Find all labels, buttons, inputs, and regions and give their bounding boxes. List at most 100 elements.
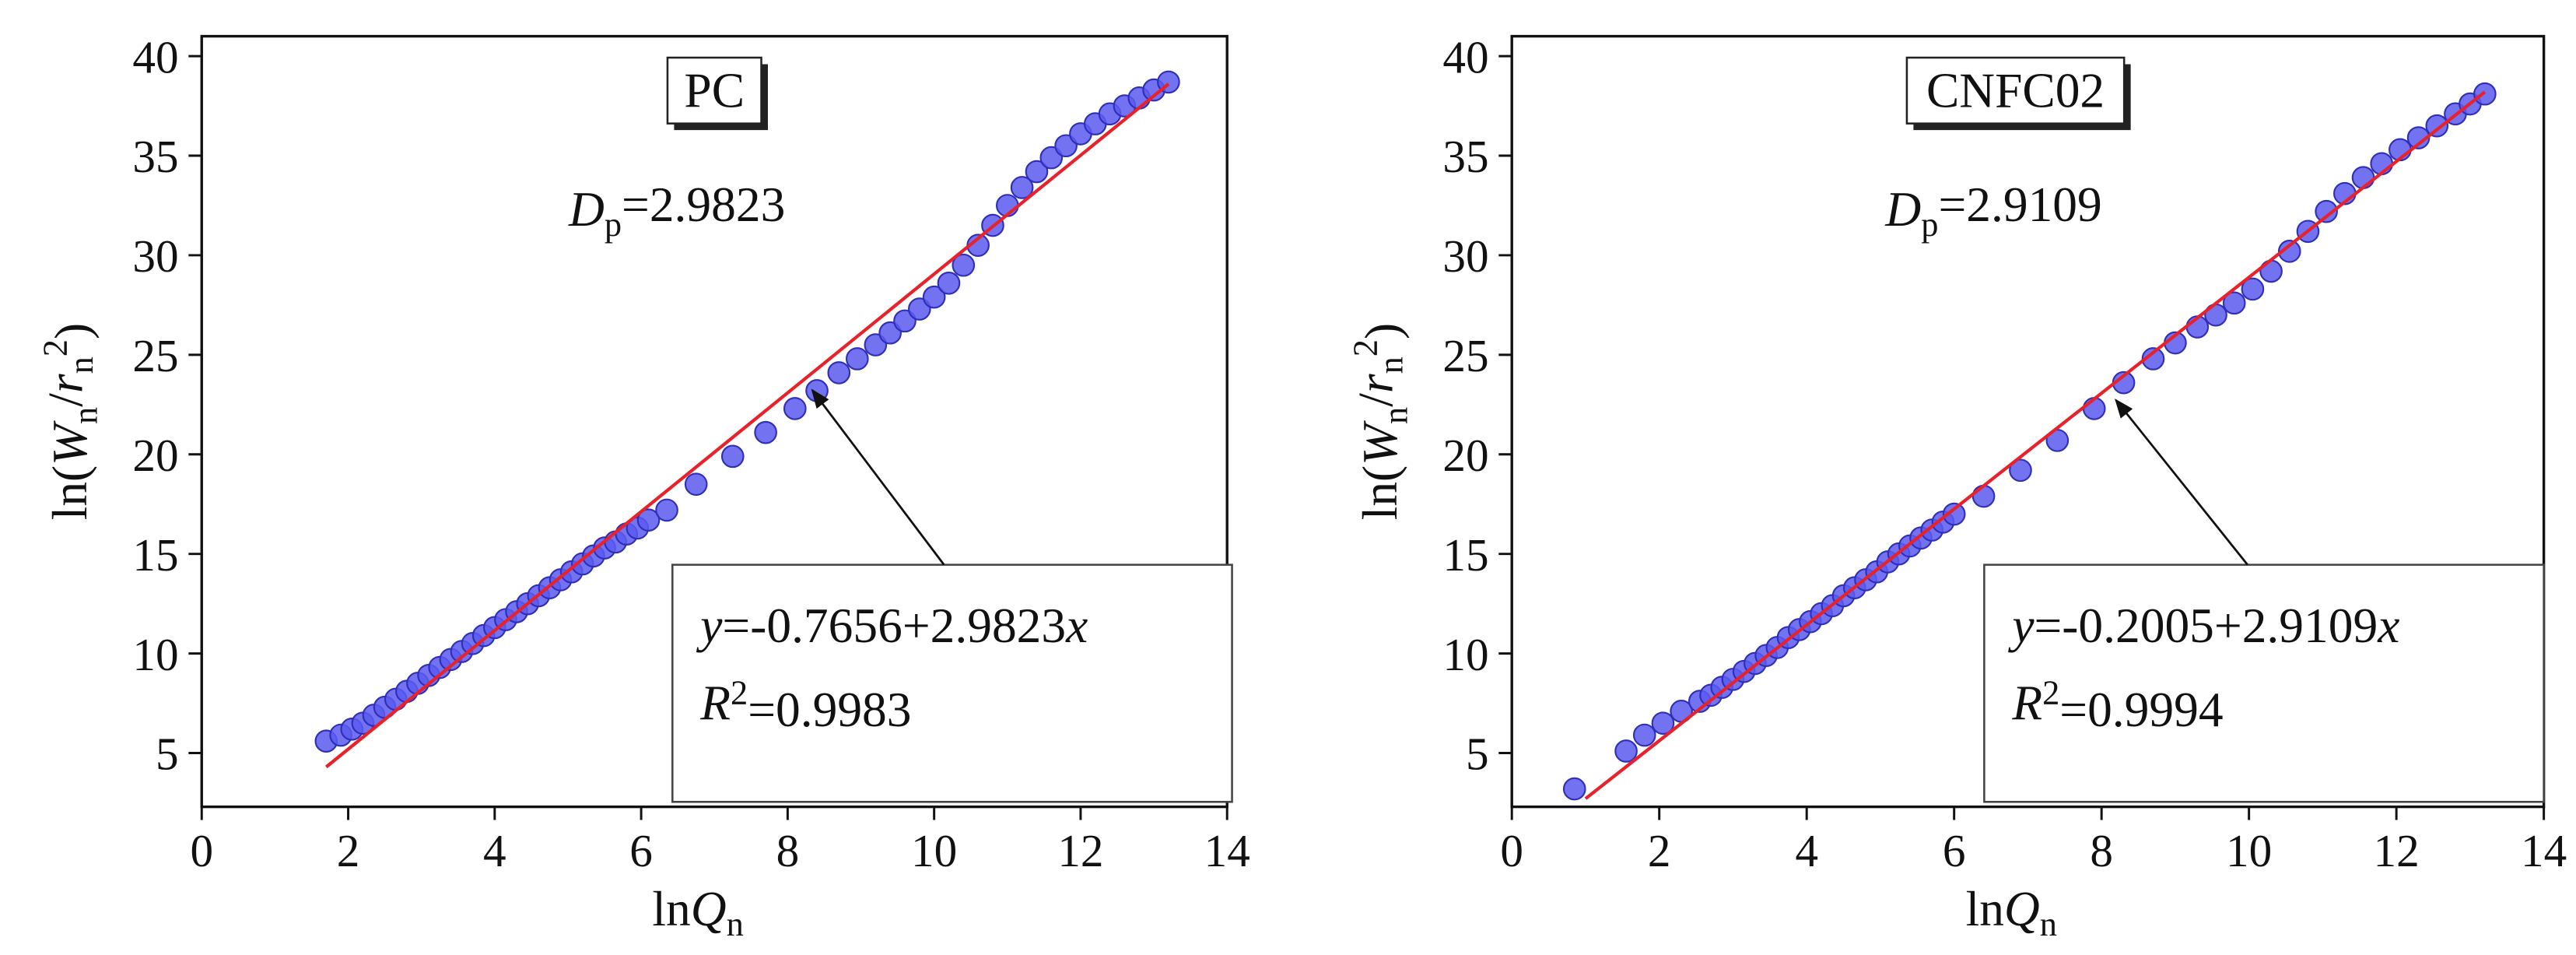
y-axis-label: ln(Wn/rn2) <box>1345 323 1414 520</box>
y-tick-label: 30 <box>1442 230 1488 282</box>
x-axis-label-part: Q <box>2004 881 2040 936</box>
y-axis-label-part: r <box>37 374 93 393</box>
fit-equation-part: =-0.7656+2.9823 <box>722 598 1066 653</box>
data-point <box>2241 277 2265 301</box>
data-point <box>1010 176 1034 199</box>
x-axis-label-part: ln <box>1966 881 2004 936</box>
y-axis-label-part: ) <box>1355 323 1410 339</box>
fit-line <box>1584 90 2487 800</box>
data-point <box>720 444 745 469</box>
fit-equation-part: =-0.2005+2.9109 <box>2034 598 2378 653</box>
r-squared-part: 2 <box>2042 672 2059 711</box>
panel: 0 2 4 6 8 10 12 14510152025303540lnQnln(Wn/rn2)… <box>35 31 1249 943</box>
data-point <box>2082 397 2106 420</box>
x-axis-label-part: n <box>727 904 744 943</box>
x-tick-label: 4 <box>1795 825 1818 876</box>
fit-equation-part: y <box>2007 598 2035 653</box>
data-point <box>1614 739 1638 763</box>
fit-equation: y=-0.7656+2.9823x <box>696 598 1088 653</box>
r-squared-part: =0.9983 <box>748 682 911 737</box>
r-squared-part: =0.9994 <box>2059 682 2223 737</box>
y-axis-label-part: ln( <box>42 465 97 521</box>
data-point <box>2315 199 2338 223</box>
x-axis-label: lnQn <box>652 881 743 943</box>
y-tick-label: 40 <box>132 31 178 83</box>
annotation-part: D <box>568 181 605 237</box>
y-axis-label-part: n <box>66 407 105 424</box>
chart-title: PC <box>684 63 745 118</box>
annotation-part: p <box>1921 205 1938 244</box>
y-tick-label: 10 <box>132 629 178 680</box>
x-axis-label-part: ln <box>652 881 690 936</box>
r-squared-part: 2 <box>731 672 748 711</box>
y-axis-label-part: n <box>1372 356 1411 374</box>
fit-equation-part: y <box>696 598 723 653</box>
y-tick-label: 5 <box>1466 729 1489 780</box>
data-point <box>2259 259 2283 283</box>
y-tick-label: 15 <box>132 529 178 581</box>
x-axis-label: lnQn <box>1966 881 2057 943</box>
r-squared: R2=0.9994 <box>2011 672 2223 737</box>
y-axis-label-part: r <box>1348 374 1403 393</box>
equation-box <box>671 564 1233 803</box>
x-tick-label: 4 <box>483 825 506 876</box>
x-tick-label: 12 <box>1057 825 1103 876</box>
y-axis-label-part: 2 <box>35 339 74 356</box>
annotation-part: =2.9823 <box>622 177 785 232</box>
x-tick-label: 0 <box>190 825 213 876</box>
y-tick-label: 25 <box>1442 330 1488 381</box>
fit-equation: y=-0.2005+2.9109x <box>2007 598 2399 653</box>
x-tick-label: 10 <box>911 825 957 876</box>
plot-frame <box>1510 34 2546 809</box>
x-tick-label: 6 <box>629 825 653 876</box>
data-point <box>805 379 829 402</box>
data-point <box>1025 160 1049 184</box>
data-point <box>2141 347 2165 370</box>
data-point <box>827 361 851 384</box>
x-tick-label: 14 <box>2521 825 2567 876</box>
y-axis-label-part: n <box>61 356 100 374</box>
x-tick-label: 6 <box>1943 825 1966 876</box>
r-squared-part: R <box>2011 675 2042 730</box>
r-squared: R2=0.9983 <box>699 672 911 737</box>
data-point <box>2425 114 2449 138</box>
data-point <box>2277 240 2301 263</box>
data-point <box>922 285 946 309</box>
data-point <box>952 253 976 277</box>
data-point <box>2009 458 2032 483</box>
annotation: Dp=2.9109 <box>1884 177 2101 244</box>
r-squared-part: R <box>699 675 731 730</box>
annotation-part: D <box>1884 181 1921 237</box>
fit-equation-part: x <box>2377 598 2399 653</box>
fit-line <box>324 83 1170 769</box>
x-tick-label: 2 <box>1648 825 1671 876</box>
y-axis-label-part: 2 <box>1345 339 1384 356</box>
annotation-part: =2.9109 <box>1938 177 2101 232</box>
data-point <box>2222 291 2246 315</box>
equation-box <box>1983 564 2545 803</box>
data-point <box>1942 502 1966 526</box>
y-tick-label: 35 <box>132 131 178 182</box>
data-point <box>754 420 777 444</box>
y-tick-label: 20 <box>132 430 178 481</box>
y-tick-label: 25 <box>132 330 178 381</box>
data-point <box>1632 723 1656 747</box>
annotation-part: p <box>605 205 622 244</box>
chart-title: CNFC02 <box>1926 63 2105 118</box>
y-tick-label: 10 <box>1442 629 1488 680</box>
y-axis-label-part: ) <box>44 323 100 339</box>
fit-equation-part: x <box>1065 598 1088 653</box>
y-axis-label-part: n <box>1376 407 1414 424</box>
y-tick-label: 35 <box>1442 131 1488 182</box>
data-point <box>1562 777 1586 801</box>
data-point <box>1651 711 1675 735</box>
title-box <box>666 56 762 125</box>
data-point <box>846 347 869 370</box>
annotation: Dp=2.9823 <box>568 177 785 244</box>
y-tick-label: 5 <box>156 729 179 780</box>
x-tick-label: 0 <box>1500 825 1523 876</box>
annotation-arrow <box>811 388 945 566</box>
